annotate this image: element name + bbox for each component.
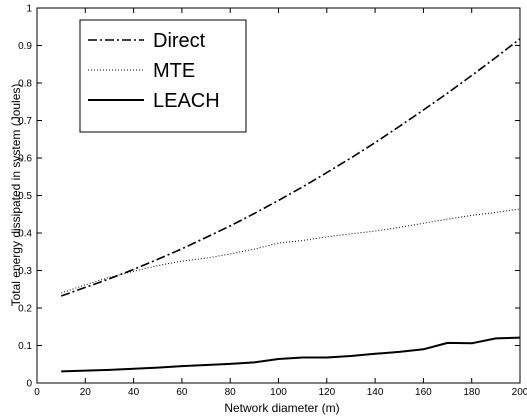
x-tick-label: 100 — [270, 387, 287, 398]
legend-box — [79, 19, 247, 133]
y-tick-label: 0.4 — [18, 229, 32, 240]
x-axis-label: Network diameter (m) — [224, 401, 339, 415]
legend-label-leach: LEACH — [153, 90, 220, 112]
y-tick-label: 0.2 — [18, 304, 32, 315]
legend-label-mte: MTE — [153, 60, 195, 82]
series-line-direct — [60, 38, 521, 297]
x-tick-label: 60 — [176, 387, 188, 398]
x-tick-label: 200 — [512, 387, 527, 398]
y-tick-label: 0.9 — [18, 41, 32, 52]
y-axis-label: Total energy dissipated in system (Joule… — [9, 84, 23, 307]
series-line-mte — [61, 208, 521, 294]
y-tick-label: 0.1 — [18, 341, 32, 352]
x-tick-label: 0 — [34, 387, 40, 398]
series-line-leach — [61, 336, 521, 373]
y-tick-label: 0.8 — [18, 79, 32, 90]
legend: Direct MTE LEACH — [79, 19, 247, 133]
series-lines — [60, 38, 521, 373]
x-tick-label: 140 — [367, 387, 384, 398]
y-tick-label: 0.3 — [18, 266, 32, 277]
x-tick-label: 160 — [415, 387, 432, 398]
y-tick-label: 0.5 — [18, 191, 32, 202]
y-tick-label: 0.6 — [18, 154, 32, 165]
y-tick-label: 0.7 — [18, 116, 32, 127]
legend-label-direct: Direct — [153, 30, 206, 52]
x-tick-label: 40 — [128, 387, 140, 398]
x-tick-label: 20 — [80, 387, 92, 398]
x-tick-label: 80 — [225, 387, 237, 398]
axis-ticks: 0 20 40 60 80 100 120 140 160 180 200 0 0.1 0.2 0.3 0.4… — [18, 4, 527, 399]
y-tick-label: 0 — [26, 379, 32, 390]
y-tick-label: 1 — [26, 4, 32, 15]
x-tick-label: 120 — [318, 387, 335, 398]
x-tick-label: 180 — [463, 387, 480, 398]
